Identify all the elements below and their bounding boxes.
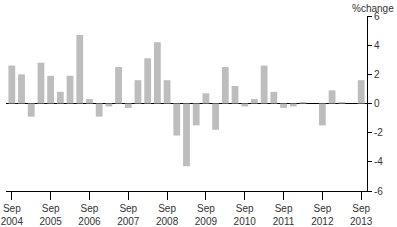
svg-text:Sep2012: Sep2012: [311, 203, 334, 227]
svg-text:-2: -2: [374, 127, 383, 138]
svg-text:Sep2011: Sep2011: [273, 203, 295, 227]
svg-text:%change: %change: [352, 3, 394, 14]
svg-text:6: 6: [374, 11, 380, 22]
svg-text:Sep2007: Sep2007: [117, 203, 140, 227]
svg-text:Sep2006: Sep2006: [78, 203, 101, 227]
svg-text:Sep2010: Sep2010: [234, 203, 257, 227]
svg-text:Sep2009: Sep2009: [195, 203, 218, 227]
svg-text:Sep2004: Sep2004: [1, 203, 24, 227]
svg-text:Sep2013: Sep2013: [350, 203, 373, 227]
svg-text:2: 2: [374, 69, 380, 80]
svg-text:Sep2008: Sep2008: [156, 203, 179, 227]
svg-text:-4: -4: [374, 156, 383, 167]
svg-text:0: 0: [374, 98, 380, 109]
svg-text:4: 4: [374, 40, 380, 51]
svg-text:-6: -6: [374, 186, 383, 197]
svg-text:Sep2005: Sep2005: [40, 203, 63, 227]
